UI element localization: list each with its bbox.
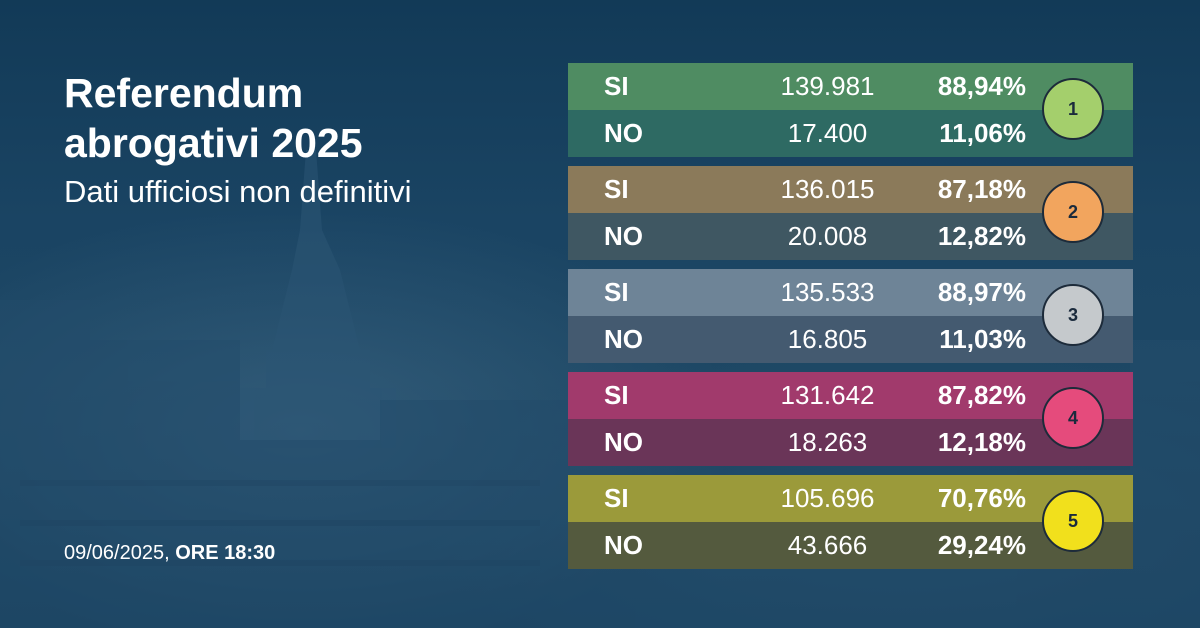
vote-count: 20.008 [787, 221, 868, 251]
vote-count: 135.533 [780, 277, 875, 307]
vote-count: 16.805 [787, 324, 868, 354]
referendum-block-5: SI 105.696 70,76% NO 43.666 29,24% 5 [568, 475, 1133, 569]
title-line-1: Referendum [64, 70, 304, 116]
row-label: NO [604, 324, 643, 354]
referendum-number-badge: 2 [1042, 181, 1104, 243]
timestamp-date: 09/06/2025, [64, 542, 170, 564]
row-label: NO [604, 221, 643, 251]
vote-percentage: 11,03% [939, 324, 1026, 354]
row-label: NO [604, 530, 643, 560]
row-label: NO [604, 118, 643, 148]
row-si: SI 105.696 70,76% [568, 475, 1133, 522]
vote-count: 139.981 [780, 71, 875, 101]
page-title: Referendum abrogativi 2025 [64, 68, 524, 168]
vote-percentage: 88,97% [937, 277, 1026, 307]
referendum-number-badge: 1 [1042, 78, 1104, 140]
vote-percentage: 88,94% [937, 71, 1026, 101]
vote-count: 43.666 [787, 530, 868, 560]
vote-count: 18.263 [787, 427, 868, 457]
row-no: NO 20.008 12,82% [568, 213, 1133, 260]
vote-percentage: 29,24% [937, 530, 1026, 560]
referendum-number-badge: 4 [1042, 387, 1104, 449]
row-si: SI 139.981 88,94% [568, 63, 1133, 110]
referendum-block-1: SI 139.981 88,94% NO 17.400 11,06% 1 [568, 63, 1133, 157]
row-si: SI 135.533 88,97% [568, 269, 1133, 316]
row-no: NO 16.805 11,03% [568, 316, 1133, 363]
vote-percentage: 87,82% [937, 380, 1026, 410]
row-label: SI [604, 380, 629, 410]
referendum-number-badge: 5 [1042, 490, 1104, 552]
vote-count: 105.696 [780, 483, 875, 513]
vote-count: 17.400 [787, 118, 868, 148]
row-label: SI [604, 483, 629, 513]
vote-percentage: 12,82% [937, 221, 1026, 251]
subtitle: Dati ufficiosi non definitivi [64, 174, 412, 209]
row-no: NO 17.400 11,06% [568, 110, 1133, 157]
vote-count: 131.642 [780, 380, 875, 410]
vote-percentage: 12,18% [937, 427, 1026, 457]
row-label: SI [604, 174, 629, 204]
vote-count: 136.015 [780, 174, 875, 204]
title-line-2: abrogativi 2025 [64, 120, 363, 166]
referendum-block-2: SI 136.015 87,18% NO 20.008 12,82% 2 [568, 166, 1133, 260]
timestamp-time: ORE 18:30 [175, 542, 276, 564]
timestamp: 09/06/2025, ORE 18:30 [64, 540, 275, 566]
referendum-block-4: SI 131.642 87,82% NO 18.263 12,18% 4 [568, 372, 1133, 466]
referendum-block-3: SI 135.533 88,97% NO 16.805 11,03% 3 [568, 269, 1133, 363]
row-no: NO 18.263 12,18% [568, 419, 1133, 466]
row-no: NO 43.666 29,24% [568, 522, 1133, 569]
row-label: NO [604, 427, 643, 457]
row-si: SI 136.015 87,18% [568, 166, 1133, 213]
vote-percentage: 87,18% [937, 174, 1026, 204]
row-label: SI [604, 277, 629, 307]
vote-percentage: 70,76% [937, 483, 1026, 513]
vote-percentage: 11,06% [939, 118, 1026, 148]
row-label: SI [604, 71, 629, 101]
row-si: SI 131.642 87,82% [568, 372, 1133, 419]
referendum-number-badge: 3 [1042, 284, 1104, 346]
results-table: SI 139.981 88,94% NO 17.400 11,06% 1 SI … [568, 63, 1133, 578]
